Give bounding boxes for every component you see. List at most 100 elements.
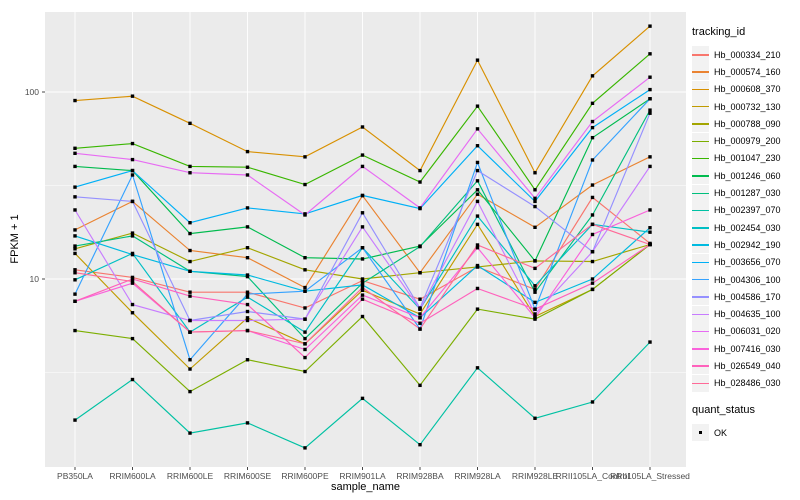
point-marker <box>590 222 595 227</box>
legend-label: Hb_001047_230 <box>714 153 781 164</box>
point-marker <box>475 286 480 291</box>
point-marker <box>360 125 365 129</box>
point-marker <box>188 318 192 323</box>
point-marker <box>360 153 365 157</box>
point-marker <box>73 164 77 169</box>
point-marker <box>73 146 77 150</box>
point-marker <box>590 213 595 217</box>
point-marker <box>360 246 365 250</box>
legend-label: Hb_000788_090 <box>714 118 781 129</box>
legend-line-swatch-icon <box>692 253 709 271</box>
legend-line-swatch-icon <box>692 63 709 81</box>
point-marker <box>303 446 307 450</box>
point-marker <box>590 195 595 200</box>
point-marker <box>533 266 537 271</box>
point-marker <box>590 400 595 404</box>
point-marker <box>533 416 537 420</box>
point-marker <box>648 164 652 169</box>
point-marker <box>130 279 135 284</box>
point-marker <box>303 342 307 346</box>
y-axis-title: FPKM + 1 <box>9 214 21 264</box>
legend-label: Hb_000732_130 <box>714 101 781 112</box>
point-marker <box>475 366 480 370</box>
x-tick-label: PB350LA <box>57 471 93 481</box>
legend-line-swatch-icon <box>692 80 709 98</box>
point-marker <box>303 182 307 187</box>
point-marker <box>188 431 192 435</box>
point-marker <box>475 243 480 247</box>
point-marker <box>303 336 307 341</box>
point-marker <box>533 204 537 209</box>
ok-square-icon <box>692 424 709 442</box>
legend-label: Hb_001246_060 <box>714 170 781 181</box>
point-marker <box>418 327 422 331</box>
legend-entry-Hb_000608_370: Hb_000608_370 <box>692 80 798 98</box>
legend-entry-Hb_002454_030: Hb_002454_030 <box>692 219 798 237</box>
legend-entry-ok: OK <box>692 424 798 442</box>
point-marker <box>533 312 537 316</box>
point-marker <box>418 383 422 388</box>
legend-entry-Hb_001246_060: Hb_001246_060 <box>692 167 798 185</box>
legend-line-swatch-icon <box>692 149 709 167</box>
point-marker <box>73 328 77 333</box>
legend-entry-Hb_000732_130: Hb_000732_130 <box>692 98 798 116</box>
x-tick-label: RRIM928LA <box>454 471 501 481</box>
point-marker <box>73 195 77 199</box>
point-marker <box>590 249 595 254</box>
y-tick-label: 100 <box>25 87 39 97</box>
legend-label: Hb_026549_040 <box>714 360 781 371</box>
y-tick-label: 10 <box>30 274 40 284</box>
point-marker <box>303 255 307 260</box>
point-marker <box>475 127 480 131</box>
point-marker <box>648 155 652 159</box>
x-tick-label: RRIM600PE <box>281 471 329 481</box>
point-marker <box>188 330 192 334</box>
point-marker <box>475 263 480 268</box>
legend-entry-Hb_003656_070: Hb_003656_070 <box>692 253 798 271</box>
legend-line-swatch-icon <box>692 98 709 116</box>
x-tick-label: RRII105LA_Control <box>556 471 630 481</box>
legend-entry-Hb_000788_090: Hb_000788_090 <box>692 115 798 133</box>
point-marker <box>360 314 365 319</box>
point-marker <box>360 396 365 401</box>
point-marker <box>360 257 365 261</box>
x-axis-title: sample_name <box>330 481 401 493</box>
panel-background <box>45 12 686 467</box>
point-marker <box>245 225 250 229</box>
legend-entry-Hb_026549_040: Hb_026549_040 <box>692 357 798 375</box>
point-marker <box>360 285 365 290</box>
legend-line-swatch-icon <box>692 236 709 254</box>
point-marker <box>590 259 595 264</box>
legend-entry-Hb_006031_020: Hb_006031_020 <box>692 322 798 340</box>
point-marker <box>188 259 192 264</box>
legend-entry-Hb_000979_200: Hb_000979_200 <box>692 132 798 150</box>
legend-entry-Hb_004306_100: Hb_004306_100 <box>692 271 798 288</box>
point-marker <box>590 158 595 162</box>
legend-label: Hb_000608_370 <box>714 84 781 95</box>
legend-entries: Hb_000334_210 Hb_000574_160 Hb_000608_370 H… <box>692 46 798 392</box>
legend-entry-Hb_000334_210: Hb_000334_210 <box>692 46 798 64</box>
point-marker <box>475 168 480 173</box>
point-marker <box>475 160 480 165</box>
point-marker <box>360 193 365 198</box>
point-marker <box>533 188 537 192</box>
point-marker <box>648 111 652 115</box>
point-marker <box>73 234 77 238</box>
legend-entry-Hb_001047_230: Hb_001047_230 <box>692 149 798 167</box>
point-marker <box>648 340 652 344</box>
point-marker <box>360 281 365 285</box>
point-marker <box>303 347 307 352</box>
point-marker <box>648 242 652 247</box>
legend-line-swatch-icon <box>692 357 709 375</box>
point-marker <box>475 222 480 227</box>
point-marker <box>648 97 652 101</box>
point-marker <box>245 290 250 294</box>
point-marker <box>245 292 250 296</box>
point-marker <box>303 155 307 159</box>
point-marker <box>418 316 422 320</box>
point-marker <box>475 199 480 204</box>
point-marker <box>130 377 135 382</box>
point-marker <box>533 171 537 175</box>
point-marker <box>73 228 77 232</box>
point-marker <box>245 165 250 169</box>
